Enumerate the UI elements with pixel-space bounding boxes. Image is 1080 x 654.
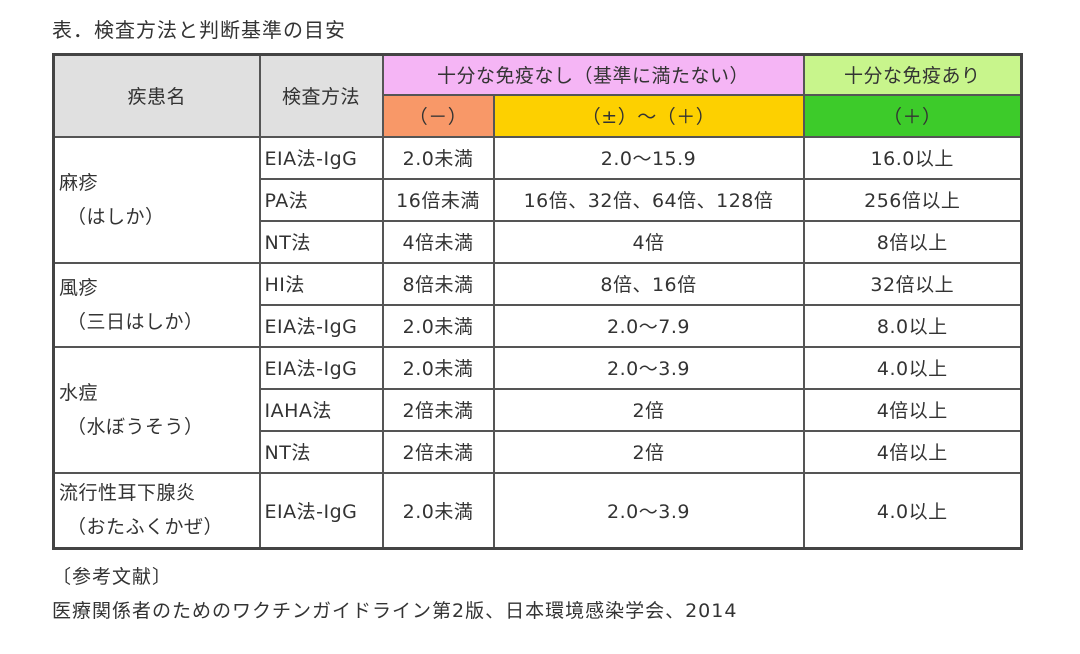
method-cell: EIA法-IgG [258, 135, 384, 180]
negative-cell: 2倍未満 [381, 429, 495, 474]
positive-cell: 4.0以上 [802, 471, 1023, 550]
negative-cell: 2.0未満 [381, 135, 495, 180]
borderline-cell: 16倍、32倍、64倍、128倍 [492, 177, 805, 222]
method-cell: EIA法-IgG [258, 345, 384, 390]
table-row: EIA法-IgG 2.0未満 2.0～7.9 8.0以上 [54, 303, 1023, 348]
disease-name-mumps: 流行性耳下腺炎 （おたふくかぜ） [52, 471, 261, 550]
disease-common-name: （三日はしか） [67, 310, 204, 333]
table-row: IAHA法 2倍未満 2倍 4倍以上 [54, 387, 1023, 432]
borderline-cell: 8倍、16倍 [492, 261, 805, 306]
references: 〔参考文献〕 医療関係者のためのワクチンガイドライン第2版、日本環境感染学会、2… [52, 560, 737, 628]
positive-cell: 4倍以上 [802, 387, 1023, 432]
disease-name: 風疹 [59, 276, 99, 299]
method-cell: NT法 [258, 219, 384, 264]
positive-cell: 32倍以上 [802, 261, 1023, 306]
positive-cell: 4倍以上 [802, 429, 1023, 474]
method-cell: NT法 [258, 429, 384, 474]
positive-cell: 256倍以上 [802, 177, 1023, 222]
borderline-cell: 2.0～3.9 [492, 471, 805, 550]
disease-name: 流行性耳下腺炎 [59, 482, 196, 505]
table-row: NT法 2倍未満 2倍 4倍以上 [54, 429, 1023, 474]
method-cell: EIA法-IgG [258, 303, 384, 348]
negative-cell: 2.0未満 [381, 303, 495, 348]
criteria-table: 疾患名 検査方法 十分な免疫なし（基準に満たない） 十分な免疫あり （－） （±… [52, 53, 1023, 550]
negative-cell: 8倍未満 [381, 261, 495, 306]
positive-cell: 16.0以上 [802, 135, 1023, 180]
disease-name: 水痘 [59, 381, 99, 404]
negative-cell: 2.0未満 [381, 345, 495, 390]
table-row: NT法 4倍未満 4倍 8倍以上 [54, 219, 1023, 264]
negative-cell: 2倍未満 [381, 387, 495, 432]
disease-name-measles: 麻疹 （はしか） [52, 135, 261, 264]
table-row: 麻疹 （はしか） EIA法-IgG 2.0未満 2.0～15.9 16.0以上 [52, 135, 1023, 264]
negative-cell: 2.0未満 [381, 471, 495, 550]
header-borderline: （±）～（＋） [492, 93, 805, 138]
header-positive: （＋） [802, 93, 1023, 138]
table-row: PA法 16倍未満 16倍、32倍、64倍、128倍 256倍以上 [54, 177, 1023, 222]
table-caption: 表．検査方法と判断基準の目安 [52, 18, 346, 42]
borderline-cell: 2.0～15.9 [492, 135, 805, 180]
method-cell: IAHA法 [258, 387, 384, 432]
disease-common-name: （はしか） [67, 205, 165, 228]
table-row: 風疹 （三日はしか） HI法 8倍未満 8倍、16倍 32倍以上 [52, 261, 1023, 348]
borderline-cell: 2倍 [492, 429, 805, 474]
disease-name: 麻疹 [59, 171, 99, 194]
table-row: 流行性耳下腺炎 （おたふくかぜ） EIA法-IgG 2.0未満 2.0～3.9 … [52, 471, 1023, 550]
negative-cell: 16倍未満 [381, 177, 495, 222]
disease-common-name: （おたふくかぜ） [67, 516, 224, 539]
header-disease: 疾患名 [52, 53, 261, 138]
positive-cell: 8倍以上 [802, 219, 1023, 264]
positive-cell: 4.0以上 [802, 345, 1023, 390]
header-negative: （－） [381, 93, 495, 138]
header-insufficient-immunity: 十分な免疫なし（基準に満たない） [381, 53, 805, 96]
disease-common-name: （水ぼうそう） [67, 415, 204, 438]
references-text: 医療関係者のためのワクチンガイドライン第2版、日本環境感染学会、2014 [52, 600, 738, 622]
references-heading: 〔参考文献〕 [52, 566, 173, 588]
borderline-cell: 2.0～3.9 [492, 345, 805, 390]
method-cell: HI法 [258, 261, 384, 306]
disease-name-rubella: 風疹 （三日はしか） [52, 261, 261, 348]
borderline-cell: 2倍 [492, 387, 805, 432]
method-cell: EIA法-IgG [258, 471, 384, 550]
disease-name-varicella: 水痘 （水ぼうそう） [52, 345, 261, 474]
positive-cell: 8.0以上 [802, 303, 1023, 348]
borderline-cell: 4倍 [492, 219, 805, 264]
negative-cell: 4倍未満 [381, 219, 495, 264]
method-cell: PA法 [258, 177, 384, 222]
header-method: 検査方法 [258, 53, 384, 138]
table-row: 水痘 （水ぼうそう） EIA法-IgG 2.0未満 2.0～3.9 4.0以上 [52, 345, 1023, 474]
borderline-cell: 2.0～7.9 [492, 303, 805, 348]
header-sufficient-immunity: 十分な免疫あり [802, 53, 1023, 96]
